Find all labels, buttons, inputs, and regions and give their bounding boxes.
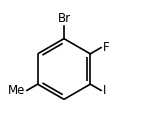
Text: I: I: [102, 84, 106, 97]
Text: Br: Br: [57, 12, 70, 25]
Text: Me: Me: [8, 84, 26, 97]
Text: F: F: [102, 41, 109, 54]
